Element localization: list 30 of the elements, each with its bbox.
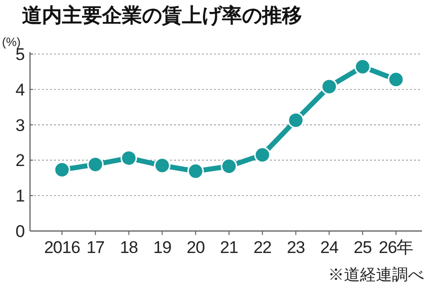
xtick: 17 [86,238,104,257]
point [320,78,338,95]
ytick: 4 [16,80,25,100]
point [288,112,304,128]
xtick: 25 [354,238,372,257]
xtick: 20 [186,238,205,257]
xtick: 26年 [378,238,414,257]
xtick: 24 [320,238,338,257]
point [388,71,404,88]
xtick: 18 [120,238,138,257]
point [54,162,70,178]
point [187,162,204,180]
point [220,158,238,174]
point [87,156,104,173]
xtick: 23 [286,238,305,257]
point [120,150,138,166]
xtick: 22 [253,238,272,257]
ytick: 2 [16,151,25,170]
point [254,146,271,164]
ytick: 3 [16,116,25,135]
xtick: 21 [220,238,238,257]
annotation: ※道経連調べ [328,267,424,284]
point [354,58,371,75]
xtick: 19 [153,238,172,257]
title: 道内主要企業の賃上げ率の推移 [22,5,302,27]
ytick: 1 [16,186,25,206]
ytick: 0 [16,222,25,241]
point [154,157,170,174]
xtick: 2016 [44,238,80,257]
ylabel: (%) [2,35,21,49]
